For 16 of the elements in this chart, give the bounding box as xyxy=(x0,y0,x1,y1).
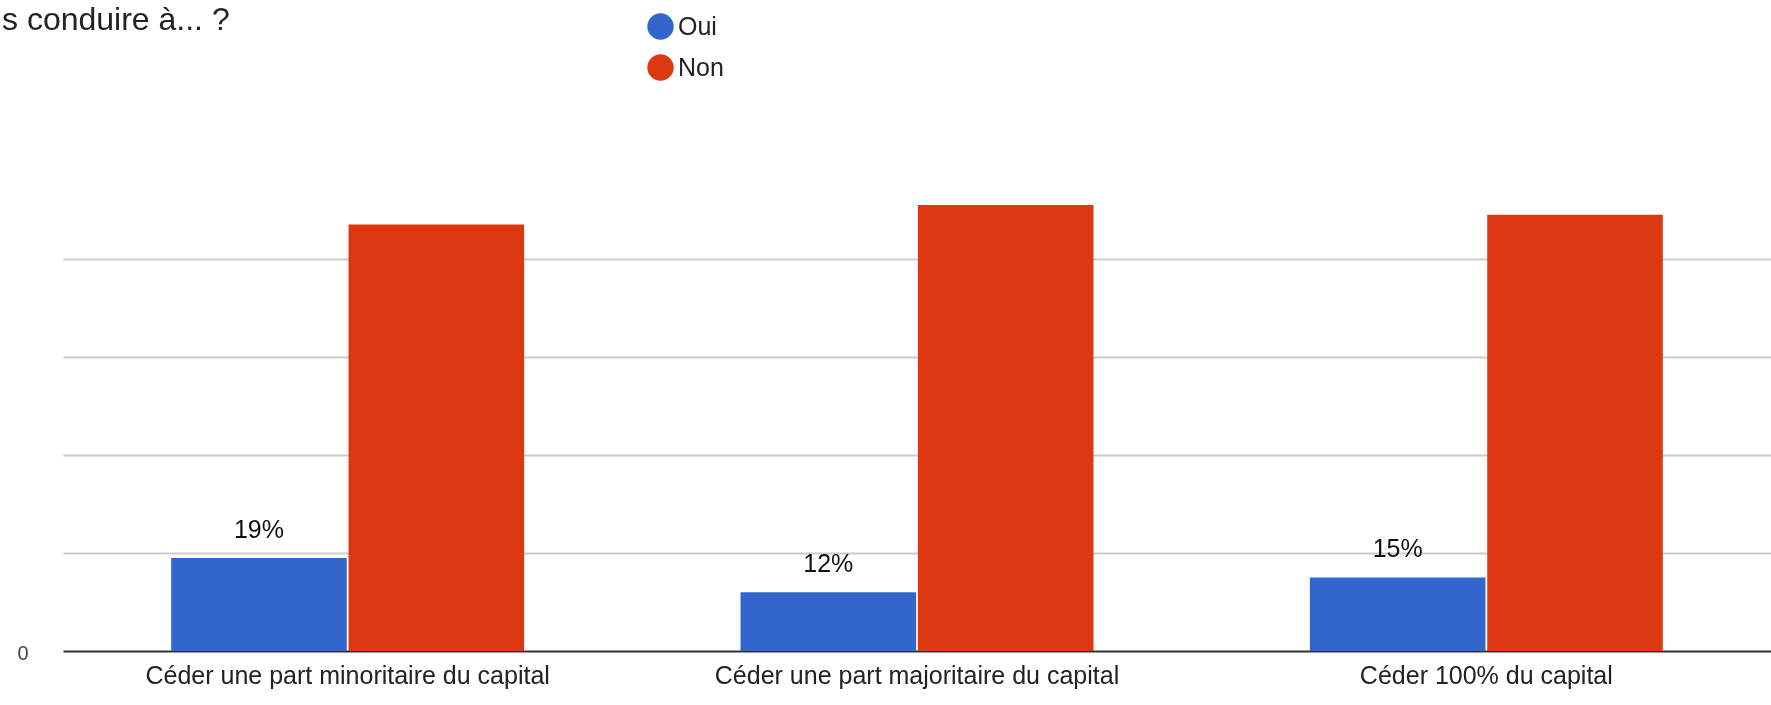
data-label: 19% xyxy=(233,514,284,543)
bar xyxy=(171,557,347,651)
legend-label: Non xyxy=(678,52,724,81)
bar xyxy=(1487,214,1663,651)
legend-label: Oui xyxy=(678,11,717,40)
bar xyxy=(740,592,917,651)
x-tick-label: Céder 100% du capital xyxy=(1359,660,1613,689)
data-label: 12% xyxy=(803,549,854,578)
bar xyxy=(1309,577,1486,651)
x-tick-label: Céder une part minoritaire du capital xyxy=(145,660,550,689)
chart-title: s conduire à... ? xyxy=(2,1,230,37)
x-tick-label: Céder une part majoritaire du capital xyxy=(714,660,1120,689)
bar xyxy=(348,224,525,651)
data-label: 15% xyxy=(1372,534,1423,563)
text: 0 xyxy=(17,642,29,664)
bar xyxy=(917,205,1094,651)
